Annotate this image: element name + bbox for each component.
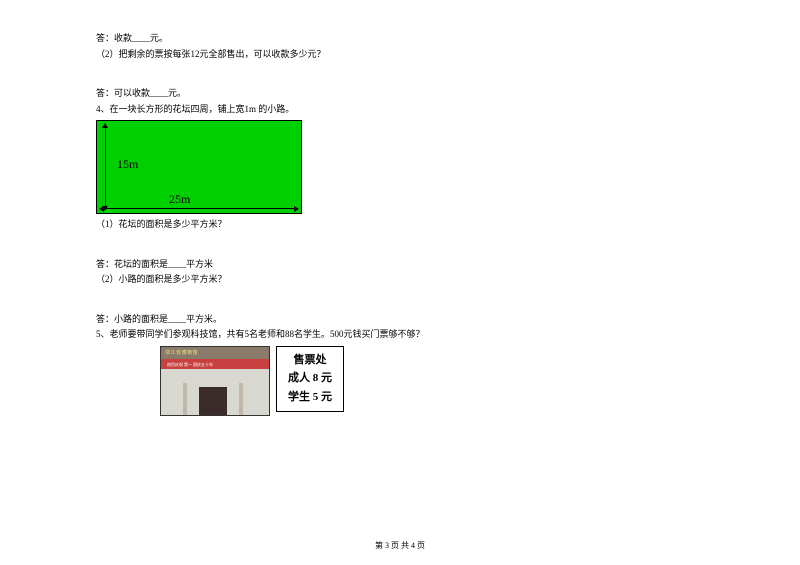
dim-line-vertical (105, 127, 106, 207)
spacer (96, 289, 696, 301)
document-body: 答：收款____元。 （2）把剩余的票按每张12元全部售出，可以收款多少元？ 答… (96, 32, 696, 416)
ticket-price-box: 售票处 成人 8 元 学生 5 元 (276, 346, 344, 412)
question-4: 4、在一块长方形的花坛四周，铺上宽1m 的小路。 (96, 103, 696, 117)
door-shape (199, 387, 227, 415)
dim-line-horizontal (103, 208, 295, 209)
adult-price: 成人 8 元 (277, 369, 343, 388)
width-label: 25m (169, 192, 190, 207)
ticket-row: 浙江省博物馆 热烈庆祝 第一 国庆五十年 售票处 成人 8 元 学生 5 元 (160, 346, 696, 416)
pillar-shape (239, 383, 243, 415)
ticket-title: 售票处 (277, 351, 343, 370)
spacer (96, 75, 696, 87)
student-price: 学生 5 元 (277, 388, 343, 407)
answer-text: 答：可以收款____元。 (96, 87, 696, 101)
flowerbed-diagram: 15m 25m (96, 120, 302, 214)
spacer (96, 301, 696, 313)
spacer (96, 234, 696, 246)
arrow-head-icon (294, 206, 299, 212)
arrow-head-icon (102, 123, 108, 128)
height-label: 15m (117, 157, 138, 172)
page-footer: 第 3 页 共 4 页 (0, 540, 800, 551)
museum-banner: 热烈庆祝 第一 国庆五十年 (167, 362, 213, 368)
answer-text: 答：收款____元。 (96, 32, 696, 46)
question-5: 5、老师要带同学们参观科技馆，共有5名老师和88名学生。500元钱买门票够不够？ (96, 328, 696, 342)
spacer (96, 246, 696, 258)
museum-photo: 浙江省博物馆 热烈庆祝 第一 国庆五十年 (160, 346, 270, 416)
question-4-1: （1）花坛的面积是多少平方米？ (96, 218, 696, 232)
answer-4-2: 答：小路的面积是____平方米。 (96, 313, 696, 327)
pillar-shape (183, 383, 187, 415)
question-4-2: （2）小路的面积是多少平方米？ (96, 273, 696, 287)
question-2-2: （2）把剩余的票按每张12元全部售出，可以收款多少元？ (96, 48, 696, 62)
museum-name: 浙江省博物馆 (165, 349, 198, 356)
arrow-head-icon (99, 206, 104, 212)
spacer (96, 63, 696, 75)
answer-4-1: 答：花坛的面积是____平方米 (96, 258, 696, 272)
